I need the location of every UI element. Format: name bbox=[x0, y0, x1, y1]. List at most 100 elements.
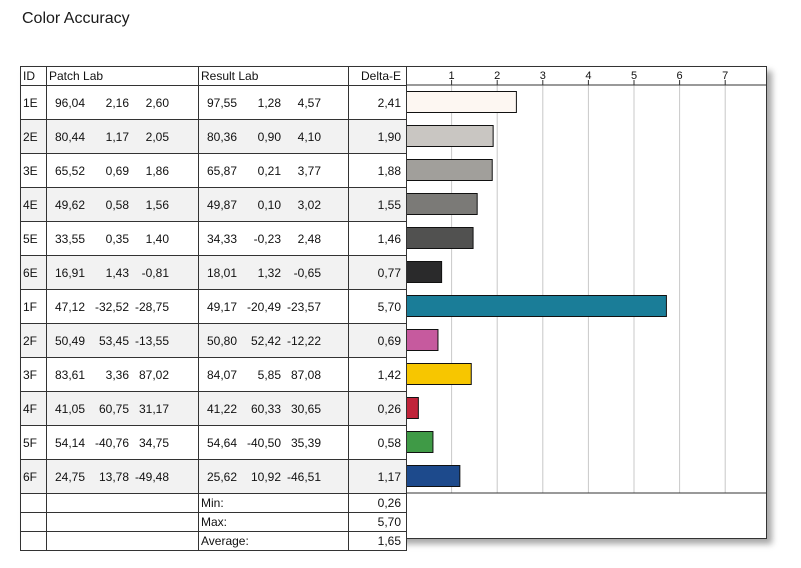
table-row: 6E 16,91 1,43 -0,81 18,01 1,32 -0,65 0,77 bbox=[20, 255, 407, 290]
result-b: 30,65 bbox=[290, 401, 321, 416]
patch-b: 87,02 bbox=[138, 367, 169, 382]
patch-lab-cell: 96,04 2,16 2,60 bbox=[46, 85, 199, 120]
result-lab-cell: 80,36 0,90 4,10 bbox=[198, 119, 349, 154]
result-a: 10,92 bbox=[250, 469, 281, 484]
patch-lab-cell: 41,05 60,75 31,17 bbox=[46, 391, 199, 426]
delta-e-value: 1,90 bbox=[348, 119, 407, 154]
row-id: 2F bbox=[20, 323, 47, 358]
bar-4E bbox=[406, 193, 478, 215]
patch-a: 2,16 bbox=[105, 95, 129, 110]
tick-label: 4 bbox=[585, 70, 591, 82]
patch-lab-cell: 16,91 1,43 -0,81 bbox=[46, 255, 199, 290]
stat-value: 1,65 bbox=[348, 531, 407, 551]
delta-e-value: 5,70 bbox=[348, 289, 407, 324]
result-a: 0,10 bbox=[257, 197, 281, 212]
bar-6E bbox=[406, 261, 443, 283]
patch-l: 33,55 bbox=[54, 231, 85, 246]
tick-label: 6 bbox=[677, 70, 683, 82]
result-l: 18,01 bbox=[206, 265, 237, 280]
row-id: 4F bbox=[20, 391, 47, 426]
table-header-row: ID Patch Lab Result Lab Delta-E bbox=[20, 66, 407, 86]
patch-l: 41,05 bbox=[54, 401, 85, 416]
stat-value: 0,26 bbox=[348, 493, 407, 513]
empty-cell bbox=[20, 512, 47, 532]
row-id: 6F bbox=[20, 459, 47, 494]
patch-b: -0,81 bbox=[141, 265, 169, 280]
result-lab-cell: 25,62 10,92 -46,51 bbox=[198, 459, 349, 494]
row-id: 5F bbox=[20, 425, 47, 460]
patch-lab-cell: 49,62 0,58 1,56 bbox=[46, 187, 199, 222]
color-accuracy-table: ID Patch Lab Result Lab Delta-E 1E 96,04 2… bbox=[20, 66, 407, 551]
result-l: 25,62 bbox=[206, 469, 237, 484]
bar-5E bbox=[406, 227, 474, 249]
result-b: -23,57 bbox=[286, 299, 321, 314]
result-lab-cell: 34,33 -0,23 2,48 bbox=[198, 221, 349, 256]
table-row: 3E 65,52 0,69 1,86 65,87 0,21 3,77 1,88 bbox=[20, 153, 407, 188]
bar-5F bbox=[406, 431, 434, 453]
chart-title: Color Accuracy bbox=[22, 10, 130, 27]
stat-row: Average: 1,65 bbox=[20, 531, 407, 551]
tick-label: 1 bbox=[449, 70, 455, 82]
table-row: 3F 83,61 3,36 87,02 84,07 5,85 87,08 1,42 bbox=[20, 357, 407, 392]
patch-a: 13,78 bbox=[98, 469, 129, 484]
result-a: 5,85 bbox=[257, 367, 281, 382]
table-row: 5F 54,14 -40,76 34,75 54,64 -40,50 35,39 0,58 bbox=[20, 425, 407, 460]
chart-border bbox=[406, 66, 767, 539]
table-row: 1F 47,12 -32,52 -28,75 49,17 -20,49 -23,57 5,70 bbox=[20, 289, 407, 324]
table-row: 6F 24,75 13,78 -49,48 25,62 10,92 -46,51 1,17 bbox=[20, 459, 407, 494]
result-b: 4,10 bbox=[297, 129, 321, 144]
empty-cell bbox=[46, 493, 199, 513]
result-lab-cell: 18,01 1,32 -0,65 bbox=[198, 255, 349, 290]
patch-b: 1,40 bbox=[145, 231, 169, 246]
table-row: 2E 80,44 1,17 2,05 80,36 0,90 4,10 1,90 bbox=[20, 119, 407, 154]
delta-e-value: 1,42 bbox=[348, 357, 407, 392]
table-row: 4F 41,05 60,75 31,17 41,22 60,33 30,65 0,26 bbox=[20, 391, 407, 426]
result-l: 41,22 bbox=[206, 401, 237, 416]
patch-lab-cell: 83,61 3,36 87,02 bbox=[46, 357, 199, 392]
result-lab-cell: 54,64 -40,50 35,39 bbox=[198, 425, 349, 460]
result-a: 0,21 bbox=[257, 163, 281, 178]
delta-e-bar-chart: 1 2 3 4 5 6 7 bbox=[406, 66, 767, 539]
patch-lab-cell: 65,52 0,69 1,86 bbox=[46, 153, 199, 188]
delta-e-value: 1,17 bbox=[348, 459, 407, 494]
patch-b: 34,75 bbox=[138, 435, 169, 450]
patch-lab-cell: 33,55 0,35 1,40 bbox=[46, 221, 199, 256]
result-b: 4,57 bbox=[297, 95, 321, 110]
result-b: 3,77 bbox=[297, 163, 321, 178]
delta-e-value: 2,41 bbox=[348, 85, 407, 120]
row-id: 6E bbox=[20, 255, 47, 290]
stat-label: Max: bbox=[198, 512, 349, 532]
stat-label: Average: bbox=[198, 531, 349, 551]
result-l: 49,17 bbox=[206, 299, 237, 314]
result-b: -12,22 bbox=[286, 333, 321, 348]
color-accuracy-panel: ID Patch Lab Result Lab Delta-E 1E 96,04 2… bbox=[20, 66, 767, 551]
empty-cell bbox=[20, 531, 47, 551]
result-lab-cell: 41,22 60,33 30,65 bbox=[198, 391, 349, 426]
table-row: 1E 96,04 2,16 2,60 97,55 1,28 4,57 2,41 bbox=[20, 85, 407, 120]
patch-b: 1,56 bbox=[145, 197, 169, 212]
patch-b: 31,17 bbox=[138, 401, 169, 416]
result-l: 84,07 bbox=[206, 367, 237, 382]
bar-4F bbox=[406, 397, 419, 419]
patch-a: 0,58 bbox=[105, 197, 129, 212]
empty-cell bbox=[46, 512, 199, 532]
result-l: 80,36 bbox=[206, 129, 237, 144]
patch-lab-cell: 54,14 -40,76 34,75 bbox=[46, 425, 199, 460]
result-b: 35,39 bbox=[290, 435, 321, 450]
delta-e-value: 0,77 bbox=[348, 255, 407, 290]
patch-lab-cell: 47,12 -32,52 -28,75 bbox=[46, 289, 199, 324]
result-a: 0,90 bbox=[257, 129, 281, 144]
table-row: 2F 50,49 53,45 -13,55 50,80 52,42 -12,22 0,69 bbox=[20, 323, 407, 358]
stat-value: 5,70 bbox=[348, 512, 407, 532]
header-patch-lab: Patch Lab bbox=[46, 66, 199, 86]
table-row: 4E 49,62 0,58 1,56 49,87 0,10 3,02 1,55 bbox=[20, 187, 407, 222]
patch-b: 1,86 bbox=[145, 163, 169, 178]
patch-l: 96,04 bbox=[54, 95, 85, 110]
result-l: 50,80 bbox=[206, 333, 237, 348]
result-a: -0,23 bbox=[253, 231, 281, 246]
result-lab-cell: 65,87 0,21 3,77 bbox=[198, 153, 349, 188]
bar-3E bbox=[406, 159, 493, 181]
result-l: 54,64 bbox=[206, 435, 237, 450]
result-b: 3,02 bbox=[297, 197, 321, 212]
row-id: 3F bbox=[20, 357, 47, 392]
